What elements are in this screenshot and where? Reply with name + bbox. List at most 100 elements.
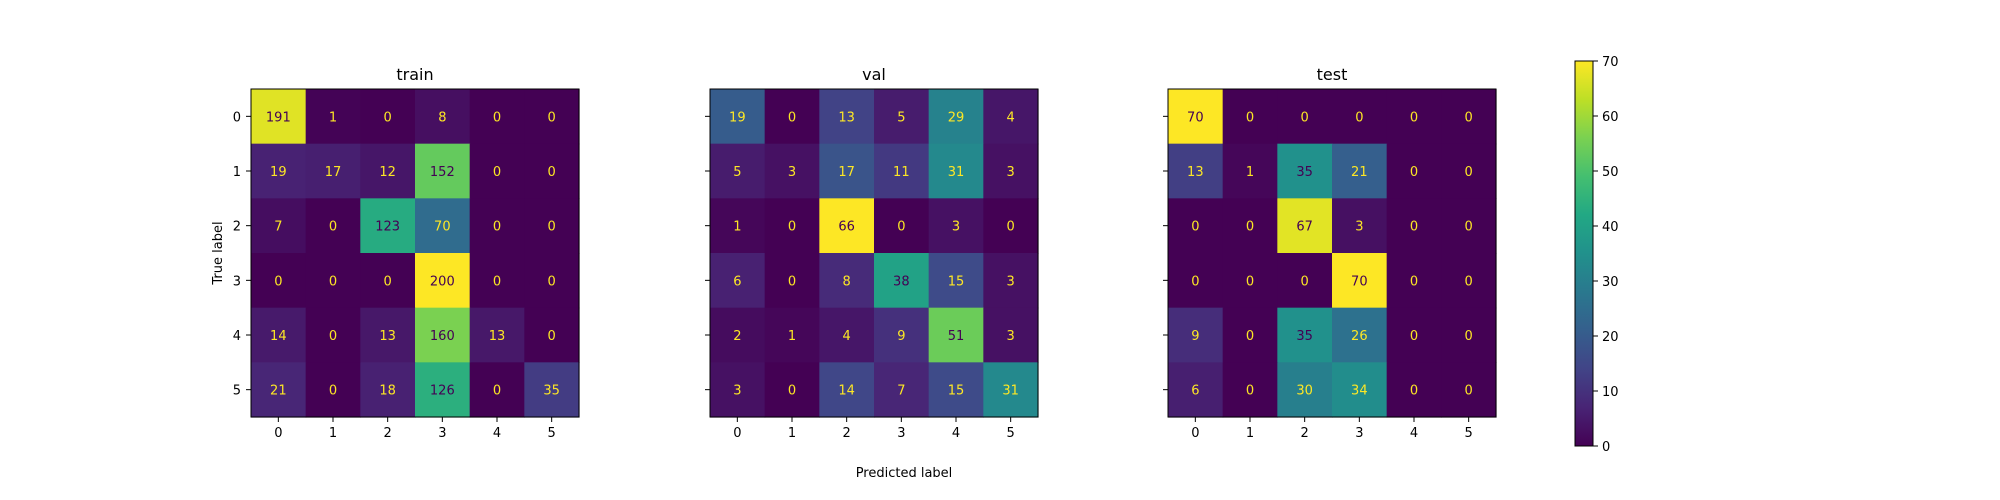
- matrix-cell: [710, 89, 766, 145]
- x-axis-label: Predicted label: [856, 466, 953, 481]
- cell-value-label: 66: [838, 220, 855, 235]
- matrix-cell: [874, 253, 930, 309]
- cell-value-label: 19: [729, 110, 746, 125]
- matrix-cell: [305, 143, 361, 199]
- matrix-cell: [360, 198, 416, 254]
- cell-value-label: 0: [493, 220, 501, 235]
- matrix-cell: [524, 89, 580, 145]
- matrix-cell: [1222, 253, 1278, 309]
- matrix-cell: [1332, 253, 1388, 309]
- cell-value-label: 0: [897, 220, 905, 235]
- matrix-cell: [1441, 198, 1497, 254]
- matrix-cell: [983, 89, 1039, 145]
- x-tick-label: 2: [843, 426, 851, 441]
- y-tick-label: 2: [233, 220, 241, 235]
- cell-value-label: 0: [1465, 110, 1473, 125]
- x-tick-label: 0: [274, 426, 282, 441]
- cell-value-label: 13: [838, 110, 855, 125]
- cell-value-label: 0: [493, 110, 501, 125]
- matrix-cell: [524, 143, 580, 199]
- cell-value-label: 0: [1410, 329, 1418, 344]
- axes-frame-test: [1167, 88, 1497, 418]
- cell-value-label: 17: [325, 165, 342, 180]
- matrix-cell: [524, 253, 580, 309]
- matrix-cell: [764, 198, 820, 254]
- matrix-cell: [1277, 198, 1333, 254]
- matrix-cells-val: 19 0 13 5 29 45 3 17 11 31 31 0 66 0 3 06 0 8 38 15 32 1 4 9 51 3…: [710, 89, 1039, 418]
- matrix-cell: [1277, 307, 1333, 363]
- matrix-cell: [874, 198, 930, 254]
- cell-value-label: 0: [788, 220, 796, 235]
- cell-value-label: 21: [1351, 165, 1368, 180]
- cell-value-label: 0: [548, 165, 556, 180]
- cell-value-label: 17: [838, 165, 855, 180]
- cell-value-label: 5: [897, 110, 905, 125]
- cell-value-label: 6: [733, 274, 741, 289]
- matrix-cell: [1222, 362, 1278, 418]
- cell-value-label: 8: [843, 274, 851, 289]
- cell-value-label: 7: [274, 220, 282, 235]
- panel-title-val: val: [862, 65, 886, 84]
- matrix-cell: [710, 307, 766, 363]
- matrix-cell: [819, 89, 875, 145]
- matrix-cell: [983, 253, 1039, 309]
- cell-value-label: 6: [1191, 384, 1199, 399]
- matrix-cell: [1222, 89, 1278, 145]
- matrix-cell: [360, 307, 416, 363]
- cell-value-label: 0: [1410, 274, 1418, 289]
- cell-value-label: 30: [1296, 384, 1313, 399]
- axes-frame-val: [709, 88, 1039, 418]
- matrix-cell: [251, 253, 307, 309]
- y-tick-marks-test: [1163, 115, 1168, 391]
- matrix-cell: [819, 143, 875, 199]
- x-tick-label: 0: [1191, 426, 1199, 441]
- matrix-cell: [1277, 143, 1333, 199]
- y-tick-label: 5: [233, 384, 241, 399]
- matrix-cell: [874, 362, 930, 418]
- cell-value-label: 13: [379, 329, 396, 344]
- matrix-cell: [415, 362, 471, 418]
- cell-value-label: 0: [493, 165, 501, 180]
- cell-value-label: 9: [1191, 329, 1199, 344]
- cell-value-label: 35: [1296, 329, 1313, 344]
- matrix-cell: [1332, 143, 1388, 199]
- x-tick-label: 1: [1246, 426, 1254, 441]
- x-tick-label: 0: [733, 426, 741, 441]
- cell-value-label: 0: [1246, 384, 1254, 399]
- cell-value-label: 51: [948, 329, 965, 344]
- cell-value-label: 15: [948, 384, 965, 399]
- axes-frame-train: [250, 88, 580, 418]
- x-tick-label: 2: [1301, 426, 1309, 441]
- matrix-cell: [1277, 253, 1333, 309]
- matrix-cell: [983, 198, 1039, 254]
- cell-value-label: 3: [1355, 220, 1363, 235]
- matrix-cell: [360, 362, 416, 418]
- matrix-cell: [1441, 307, 1497, 363]
- cell-value-label: 0: [1007, 220, 1015, 235]
- matrix-cell: [1441, 143, 1497, 199]
- cell-value-label: 2: [733, 329, 741, 344]
- matrix-cell: [874, 307, 930, 363]
- cell-value-label: 14: [270, 329, 287, 344]
- cell-value-label: 5: [733, 165, 741, 180]
- cell-value-label: 0: [384, 274, 392, 289]
- cell-value-label: 70: [434, 220, 451, 235]
- cell-value-label: 0: [1465, 329, 1473, 344]
- matrix-cell: [874, 89, 930, 145]
- cell-value-label: 0: [1301, 274, 1309, 289]
- y-tick-label: 3: [233, 274, 241, 289]
- matrix-cell: [1386, 253, 1442, 309]
- cell-value-label: 0: [1355, 110, 1363, 125]
- matrix-cell: [1332, 198, 1388, 254]
- cell-value-label: 1: [329, 110, 337, 125]
- matrix-cell: [469, 253, 525, 309]
- cell-value-label: 29: [948, 110, 965, 125]
- matrix-cell: [928, 307, 984, 363]
- cell-value-label: 0: [1465, 220, 1473, 235]
- matrix-cell: [524, 362, 580, 418]
- matrix-cell: [1168, 143, 1224, 199]
- cell-value-label: 200: [430, 274, 455, 289]
- colorbar-tick-label: 60: [1602, 110, 1619, 125]
- cell-value-label: 0: [1246, 274, 1254, 289]
